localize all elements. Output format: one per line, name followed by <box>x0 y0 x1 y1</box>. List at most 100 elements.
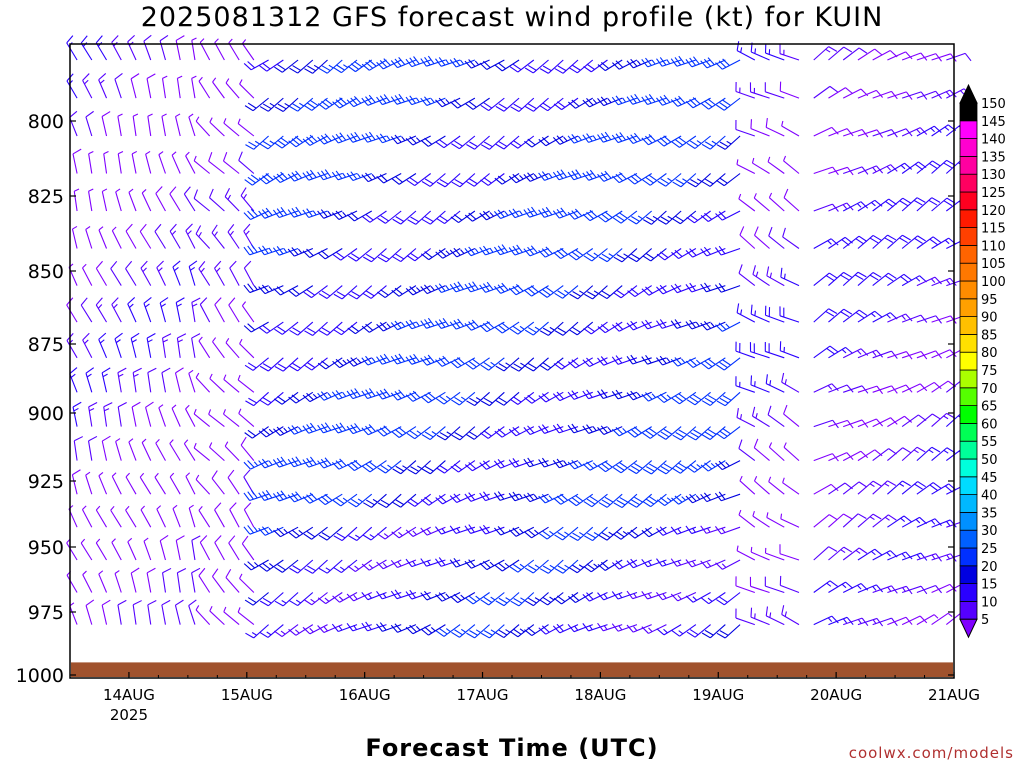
wind-barb <box>302 492 328 504</box>
wind-barb <box>346 95 372 108</box>
wind-barb <box>449 318 476 330</box>
wind-barb <box>405 526 431 537</box>
wind-barb <box>657 173 682 187</box>
wind-barb <box>66 73 78 99</box>
y-tick-label: 925 <box>28 471 64 493</box>
wind-barb <box>199 38 211 61</box>
wind-barb <box>842 47 868 61</box>
wind-barb <box>111 538 122 561</box>
wind-barb <box>749 576 770 594</box>
wind-barb <box>714 526 741 535</box>
wind-barb <box>302 624 328 635</box>
wind-barb <box>95 297 108 323</box>
wind-barb <box>195 605 211 625</box>
colorbar-cell <box>959 405 978 424</box>
wind-barb <box>750 304 770 323</box>
wind-barb <box>714 491 741 502</box>
wind-barb <box>842 309 868 323</box>
wind-barb <box>749 82 770 99</box>
wind-barb <box>436 426 461 441</box>
wind-barb <box>656 94 682 106</box>
wind-barb <box>224 441 240 461</box>
wind-barb <box>739 475 756 495</box>
wind-barbs-layer <box>66 34 972 639</box>
wind-barb <box>259 624 284 638</box>
wind-barb <box>125 223 137 249</box>
wind-barb <box>82 263 93 286</box>
wind-barb <box>641 526 667 538</box>
wind-barb <box>176 567 187 593</box>
wind-barb <box>176 333 187 358</box>
wind-barb <box>657 460 682 475</box>
wind-barb <box>111 35 122 61</box>
wind-barb <box>828 46 853 61</box>
wind-barb <box>198 261 211 286</box>
wind-barb <box>495 592 520 607</box>
wind-barb <box>479 59 505 70</box>
wind-barb <box>87 435 98 461</box>
wind-barb <box>318 559 343 574</box>
colorbar-cell <box>959 280 978 300</box>
wind-barb <box>420 354 446 366</box>
wind-barb <box>171 404 181 427</box>
wind-barb <box>73 436 84 461</box>
wind-barb <box>554 559 579 574</box>
wind-barb <box>333 559 358 574</box>
wind-barb <box>716 97 741 111</box>
plot-frame <box>69 43 955 679</box>
wind-barb <box>66 35 78 61</box>
wind-barb <box>115 438 122 461</box>
wind-barb <box>82 73 93 99</box>
wind-barb <box>95 538 108 561</box>
wind-barb <box>143 296 152 323</box>
wind-barb <box>568 493 594 507</box>
wind-barb <box>243 223 255 249</box>
wind-barb <box>901 127 928 137</box>
wind-barb <box>392 210 417 225</box>
y-axis: 800 825 850 875 900 925 950 975 1000 <box>16 111 954 687</box>
wind-barb <box>436 173 461 188</box>
colorbar-cell <box>959 351 978 371</box>
wind-barb <box>406 426 432 440</box>
wind-barb <box>916 276 942 287</box>
wind-barb <box>229 260 240 286</box>
wind-barb <box>569 59 594 74</box>
wind-barb <box>764 547 785 561</box>
wind-barb <box>241 39 255 61</box>
wind-barb <box>69 602 78 625</box>
wind-barb <box>672 210 697 225</box>
wind-barb <box>80 297 93 323</box>
wind-barb <box>480 592 505 606</box>
wind-barb <box>766 266 785 287</box>
wind-barb <box>672 173 697 188</box>
wind-barb <box>783 404 800 428</box>
wind-barb <box>244 592 269 606</box>
wind-barb <box>611 132 638 144</box>
wind-barb <box>146 567 156 593</box>
wind-barb <box>288 285 314 297</box>
wind-barb <box>85 110 94 137</box>
wind-barb <box>66 333 78 359</box>
wind-barb <box>145 150 152 174</box>
wind-barb <box>175 535 185 561</box>
wind-barb <box>420 135 446 147</box>
credit-text: coolwx.com/models <box>848 744 1014 762</box>
wind-barb <box>931 349 957 359</box>
wind-barb <box>317 493 343 506</box>
wind-barb <box>552 207 579 219</box>
wind-barb <box>159 297 169 323</box>
colorbar-label: 120 <box>981 204 1006 219</box>
wind-barb <box>208 409 225 428</box>
wind-barb <box>480 391 505 407</box>
colorbar-cell <box>959 476 978 495</box>
colorbar-label: 115 <box>981 222 1006 237</box>
wind-barb <box>765 606 785 626</box>
wind-barb <box>435 135 461 149</box>
colorbar-label: 75 <box>981 364 998 379</box>
wind-barb <box>752 510 770 528</box>
wind-barb <box>828 513 852 528</box>
wind-barb <box>111 297 122 323</box>
wind-barb <box>130 567 140 593</box>
wind-barb <box>208 188 225 212</box>
wind-barb <box>765 374 785 393</box>
